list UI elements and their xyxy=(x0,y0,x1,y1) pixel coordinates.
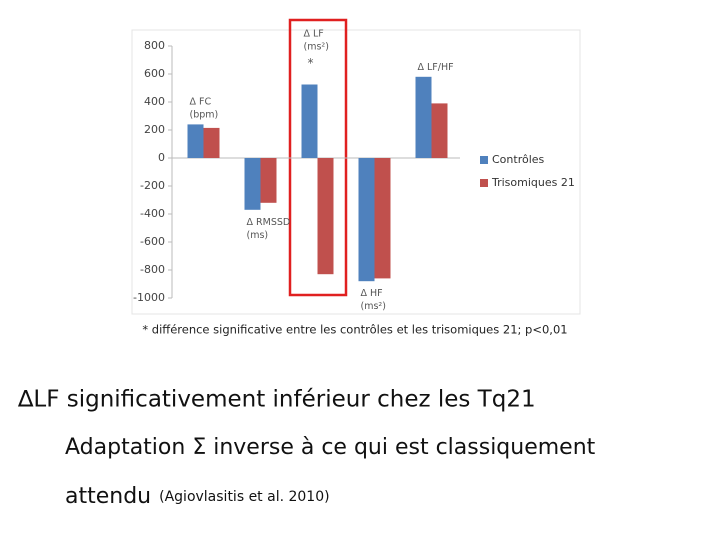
footnote: * différence significative entre les con… xyxy=(142,323,567,337)
bar xyxy=(203,127,220,158)
y-tick-label: 0 xyxy=(158,151,165,164)
y-tick-label: -800 xyxy=(140,263,165,276)
legend-label: Trisomiques 21 xyxy=(491,176,575,189)
heading: ∆LF significativement inférieur chez les… xyxy=(17,387,536,413)
category-label-line: (ms²) xyxy=(304,41,329,52)
y-tick-label: -400 xyxy=(140,207,165,220)
y-tick-label: 400 xyxy=(144,95,165,108)
category-label-line: Δ RMSSD xyxy=(247,216,291,227)
bar xyxy=(301,84,318,158)
category-label: Δ LF/HF xyxy=(418,61,454,72)
category-label: Δ HF (ms²) xyxy=(361,288,386,312)
category-label-line: Δ LF/HF xyxy=(418,61,454,72)
y-tick-label: 200 xyxy=(144,123,165,136)
category-label: Δ FC (bpm) xyxy=(190,96,219,120)
y-tick-label: 800 xyxy=(144,39,165,52)
annotation: * xyxy=(308,56,314,70)
citation: (Agiovlasitis et al. 2010) xyxy=(159,489,329,505)
y-tick-label: 600 xyxy=(144,67,165,80)
chart-frame xyxy=(131,29,581,315)
bar xyxy=(431,103,448,158)
category-label-line: Δ HF xyxy=(361,288,383,299)
bar xyxy=(260,158,277,203)
legend-swatch xyxy=(480,179,488,187)
category-label: Δ LF (ms²) xyxy=(304,28,329,52)
y-tick-label: -600 xyxy=(140,235,165,248)
y-tick-label: -200 xyxy=(140,179,165,192)
bar xyxy=(317,158,334,275)
legend-label: Contrôles xyxy=(492,153,545,166)
body-word: attendu xyxy=(65,484,151,509)
legend-swatch xyxy=(480,156,488,164)
y-tick-label: -1000 xyxy=(133,291,165,304)
bar xyxy=(358,158,375,282)
category-label-line: Δ LF xyxy=(304,28,324,39)
category-label-line: (ms²) xyxy=(361,301,386,312)
bar xyxy=(415,76,432,158)
category-label-line: Δ FC xyxy=(190,96,212,107)
body-line: Adaptation Σ inverse à ce qui est classi… xyxy=(65,435,596,460)
bar xyxy=(374,158,391,279)
category-label-line: (ms) xyxy=(247,229,269,240)
category-label-line: (bpm) xyxy=(190,109,219,120)
bar xyxy=(187,124,204,158)
bar xyxy=(244,158,261,210)
body-line: attendu (Agiovlasitis et al. 2010) xyxy=(65,484,330,509)
category-label: Δ RMSSD (ms) xyxy=(247,216,291,240)
